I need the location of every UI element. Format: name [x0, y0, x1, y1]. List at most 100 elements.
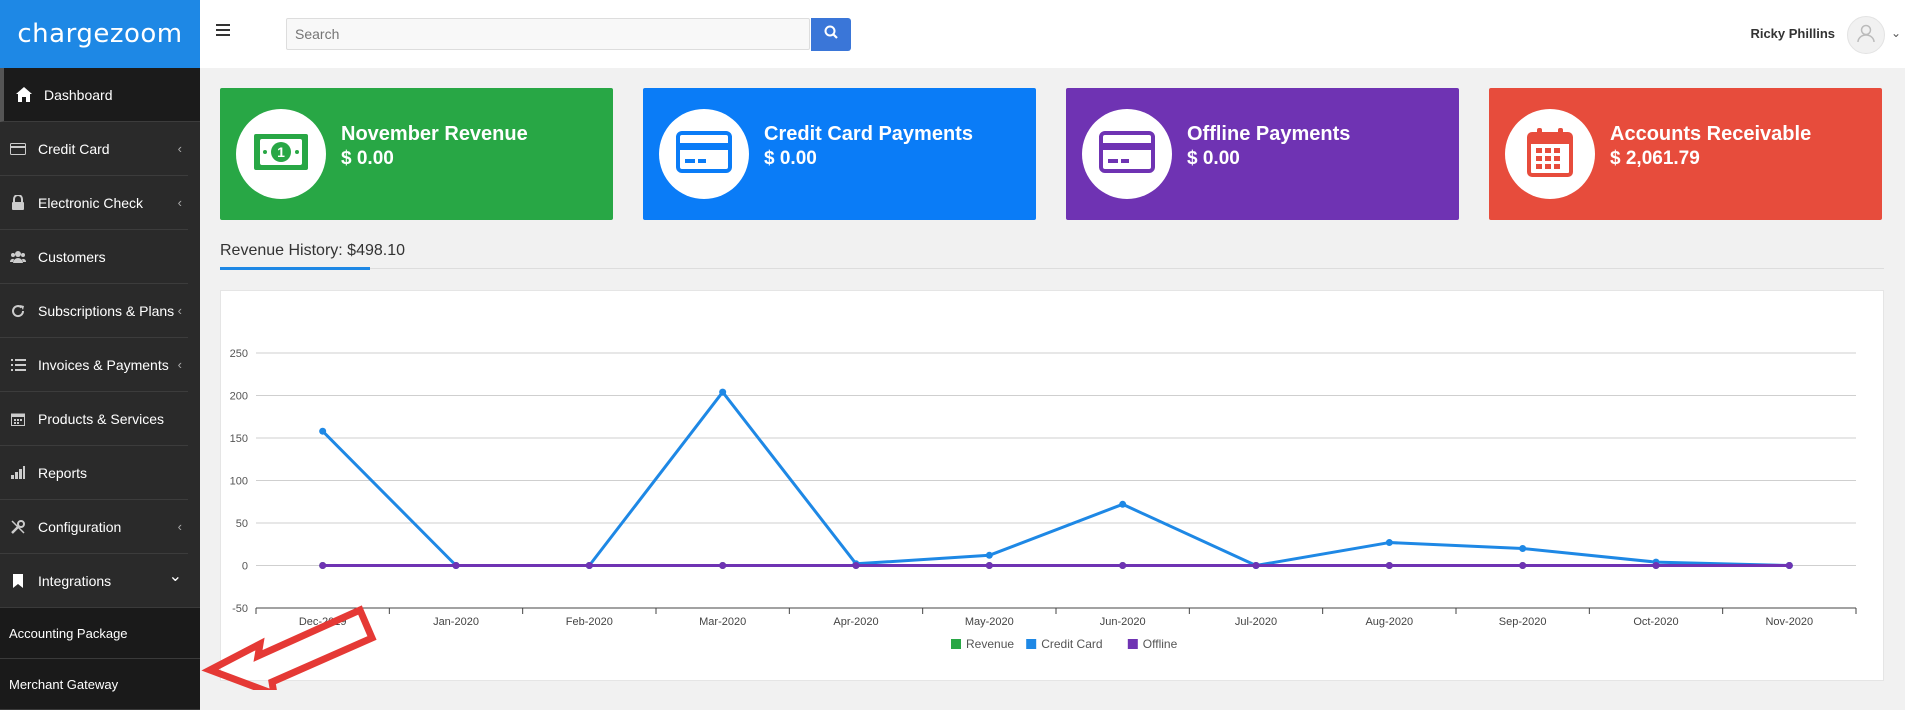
card-icon-circle: 1 [236, 109, 326, 199]
x-tick-label: Aug-2020 [1365, 616, 1413, 628]
chevron-left-icon: ‹ [177, 519, 182, 534]
data-point [319, 427, 327, 435]
sidebar-subitem-merchant-gateway[interactable]: Merchant Gateway [0, 659, 200, 710]
sidebar-subitem-accounting-package[interactable]: Accounting Package [0, 607, 200, 659]
card-label: Credit Card Payments [764, 123, 973, 145]
data-point [985, 562, 993, 569]
sidebar-item-label: Dashboard [44, 86, 113, 103]
legend-swatch [951, 639, 961, 649]
chevron-down-icon: ⌄ [168, 568, 182, 585]
x-tick-label: May-2020 [965, 616, 1014, 628]
lock-icon [10, 195, 26, 211]
card-icon-circle [1082, 109, 1172, 199]
sidebar-item-label: Configuration [38, 518, 122, 535]
x-tick-label: Sep-2020 [1499, 616, 1547, 628]
legend-label: Credit Card [1041, 637, 1102, 651]
y-tick-label: 200 [230, 391, 248, 403]
sidebar-item-invoices-payments[interactable]: Invoices & Payments ‹ [0, 338, 188, 392]
sidebar-item-reports[interactable]: Reports [0, 446, 188, 500]
chevron-left-icon: ‹ [177, 303, 182, 318]
sidebar-item-label: Customers [38, 248, 106, 265]
sidebar-item-electronic-check[interactable]: Electronic Check ‹ [0, 176, 188, 230]
x-tick-label: Mar-2020 [699, 616, 746, 628]
sidebar-item-configuration[interactable]: Configuration ‹ [0, 500, 188, 554]
data-point [452, 562, 460, 569]
y-tick-label: 150 [230, 433, 248, 445]
sidebar-item-subscriptions-plans[interactable]: Subscriptions & Plans ‹ [0, 284, 188, 338]
card-november-revenue: 1 November Revenue $ 0.00 [220, 88, 613, 220]
sidebar-item-label: Subscriptions & Plans [38, 302, 175, 319]
x-tick-label: Jul-2020 [1235, 616, 1277, 628]
data-point [1519, 562, 1527, 569]
y-tick-label: 50 [236, 518, 248, 530]
card-credit-card-payments: Credit Card Payments $ 0.00 [643, 88, 1036, 220]
search-input[interactable] [286, 18, 810, 50]
sidebar-item-customers[interactable]: Customers [0, 230, 188, 284]
sidebar-item-label: Integrations [38, 572, 112, 589]
legend-label: Offline [1143, 637, 1178, 651]
sidebar-item-label: Products & Services [38, 410, 165, 427]
revenue-chart-panel: -50 0 50 100 150 200 250 Dec-2019 Jan-2020 Feb-20… [220, 290, 1884, 681]
card-label: Accounts Receivable [1610, 123, 1812, 145]
credit-card-icon [1099, 130, 1155, 178]
sidebar-item-integrations[interactable]: Integrations ⌄ [0, 554, 188, 607]
data-point [1385, 539, 1393, 547]
list-icon [10, 357, 26, 373]
sidebar-item-label: Credit Card [38, 140, 110, 157]
x-tick-label: Oct-2020 [1633, 616, 1678, 628]
avatar[interactable] [1847, 16, 1885, 54]
card-icon-circle [1505, 109, 1595, 199]
sidebar-item-label: Invoices & Payments [38, 356, 169, 373]
sidebar-item-label: Reports [38, 464, 88, 481]
legend-swatch [1026, 639, 1037, 649]
card-accounts-receivable: Accounts Receivable $ 2,061.79 [1489, 88, 1882, 220]
card-offline-payments: Offline Payments $ 0.00 [1066, 88, 1459, 220]
credit-card-icon [676, 130, 732, 178]
x-tick-label: Feb-2020 [566, 616, 613, 628]
search-button[interactable] [811, 18, 851, 51]
card-label: November Revenue [341, 123, 528, 145]
y-tick-label: -50 [232, 603, 248, 615]
series-line [321, 390, 1790, 567]
money-icon: 1 [254, 133, 308, 175]
x-tick-label: Nov-2020 [1765, 616, 1813, 628]
data-point [985, 551, 993, 559]
refresh-icon [10, 303, 26, 319]
bookmark-icon [10, 573, 26, 589]
sidebar-item-dashboard[interactable]: Dashboard [0, 68, 200, 122]
data-point [719, 562, 727, 569]
search-icon [824, 25, 838, 44]
card-icon-circle [659, 109, 749, 199]
sidebar-item-label: Electronic Check [38, 194, 144, 211]
data-point [1519, 545, 1527, 552]
data-point [585, 562, 593, 569]
hamburger-menu-icon[interactable] [216, 24, 230, 38]
card-value: $ 0.00 [764, 148, 817, 169]
app-logo[interactable]: chargezoom [0, 0, 200, 68]
wrench-icon [10, 519, 26, 535]
x-tick-label: Jun-2020 [1100, 616, 1146, 628]
users-icon [10, 249, 26, 265]
sidebar: chargezoom Dashboard Credit Card ‹ Elect… [0, 0, 200, 710]
data-point [1119, 500, 1127, 508]
chevron-down-icon[interactable]: ⌄ [1890, 26, 1901, 40]
card-value: $ 0.00 [341, 148, 394, 169]
x-tick-label: Jan-2020 [433, 616, 479, 628]
sidebar-item-products-services[interactable]: Products & Services [0, 392, 188, 446]
y-tick-label: 0 [242, 561, 248, 573]
data-point [852, 562, 860, 569]
calendar-icon [1527, 127, 1573, 182]
y-tick-label: 250 [230, 348, 248, 360]
data-point [1252, 562, 1260, 569]
data-point [1385, 562, 1393, 569]
user-name[interactable]: Ricky Phillins [1750, 26, 1835, 41]
data-point [1652, 562, 1660, 569]
sidebar-item-credit-card[interactable]: Credit Card ‹ [0, 122, 188, 176]
legend-label: Revenue [966, 637, 1014, 651]
top-bar: Ricky Phillins ⌄ [200, 0, 1905, 68]
chevron-left-icon: ‹ [177, 357, 182, 372]
legend-swatch [1127, 639, 1138, 649]
chevron-left-icon: ‹ [177, 195, 182, 210]
credit-card-icon [10, 141, 26, 157]
